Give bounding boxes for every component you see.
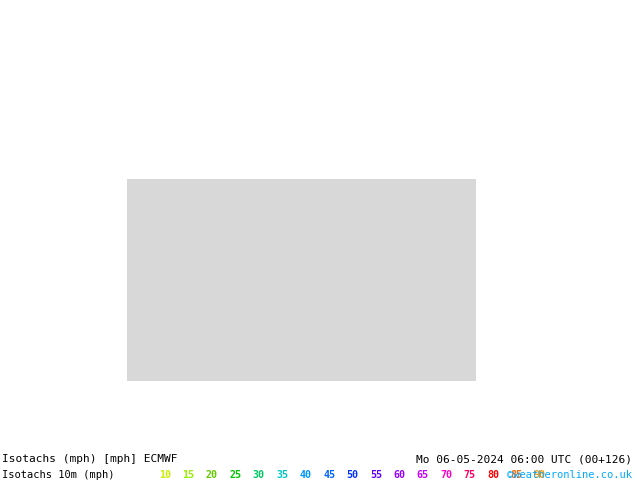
Text: 25: 25 bbox=[230, 470, 242, 480]
Text: 85: 85 bbox=[510, 470, 522, 480]
Text: Isotachs (mph) [mph] ECMWF: Isotachs (mph) [mph] ECMWF bbox=[2, 454, 178, 465]
Text: 20: 20 bbox=[206, 470, 218, 480]
Text: 10: 10 bbox=[159, 470, 171, 480]
Text: 50: 50 bbox=[347, 470, 358, 480]
Text: ©weatheronline.co.uk: ©weatheronline.co.uk bbox=[507, 470, 632, 480]
Text: 45: 45 bbox=[323, 470, 335, 480]
Text: 90: 90 bbox=[534, 470, 546, 480]
Text: 35: 35 bbox=[276, 470, 288, 480]
Text: 75: 75 bbox=[463, 470, 476, 480]
Text: 80: 80 bbox=[487, 470, 499, 480]
Text: 30: 30 bbox=[253, 470, 265, 480]
Text: Isotachs 10m (mph): Isotachs 10m (mph) bbox=[2, 470, 115, 480]
Text: 60: 60 bbox=[393, 470, 405, 480]
Text: 70: 70 bbox=[440, 470, 452, 480]
Text: 40: 40 bbox=[300, 470, 312, 480]
Text: 15: 15 bbox=[183, 470, 195, 480]
Text: Mo 06-05-2024 06:00 UTC (00+126): Mo 06-05-2024 06:00 UTC (00+126) bbox=[416, 454, 632, 465]
Bar bbox=[127, 179, 476, 381]
Text: 55: 55 bbox=[370, 470, 382, 480]
Text: 65: 65 bbox=[417, 470, 429, 480]
